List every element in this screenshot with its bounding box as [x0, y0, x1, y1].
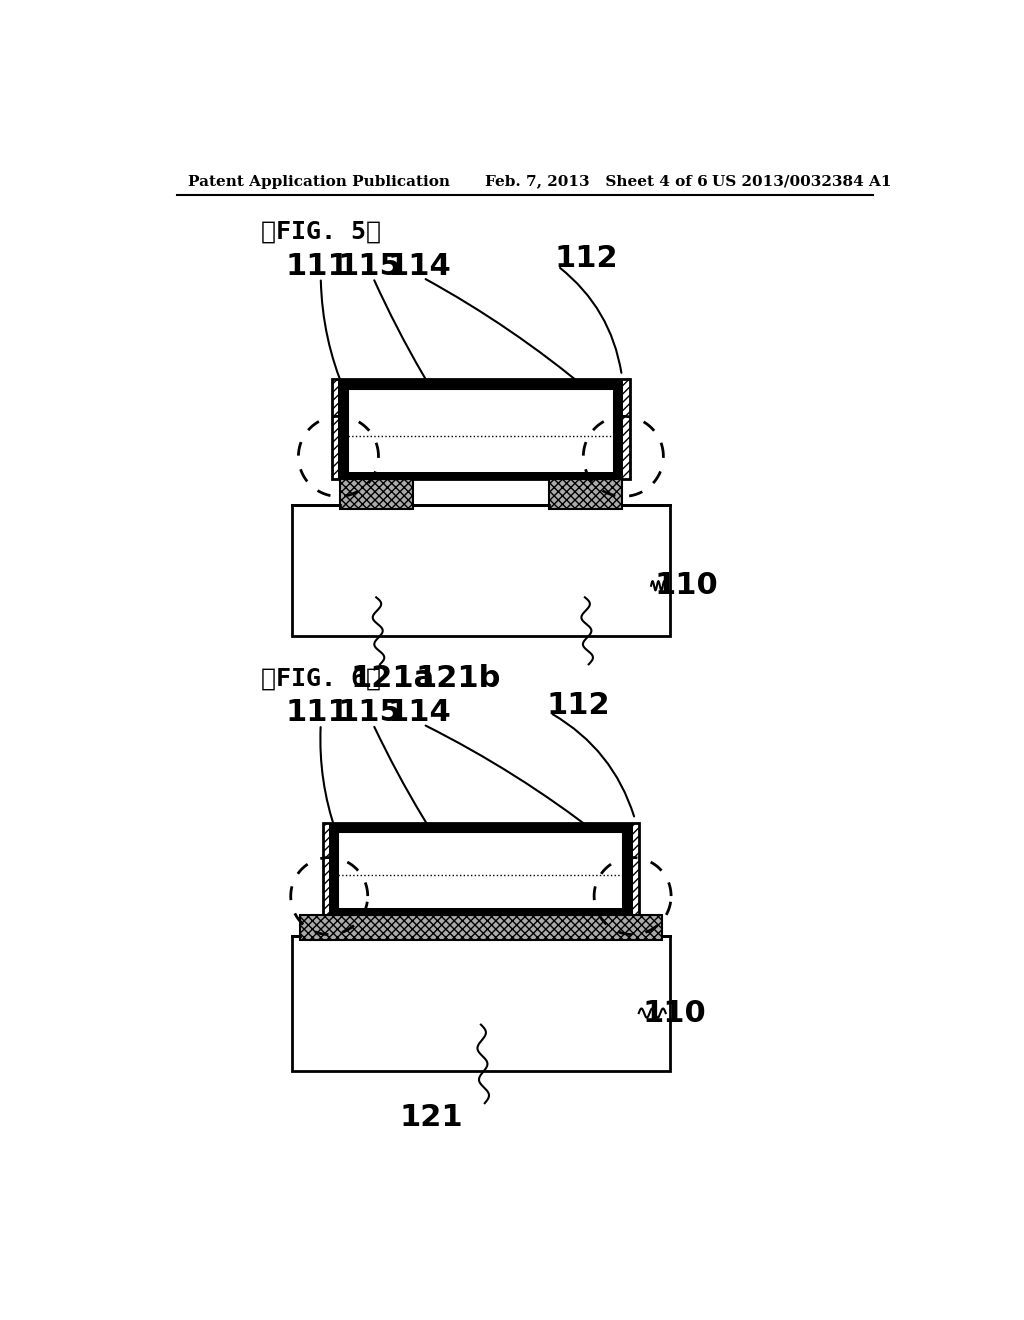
- Text: 112: 112: [554, 244, 617, 273]
- Text: 121b: 121b: [415, 664, 501, 693]
- Text: 110: 110: [643, 999, 707, 1027]
- Bar: [348, 436, 614, 479]
- Bar: [614, 379, 624, 479]
- Bar: [348, 388, 614, 436]
- Bar: [292, 506, 670, 636]
- Text: Feb. 7, 2013   Sheet 4 of 6: Feb. 7, 2013 Sheet 4 of 6: [484, 174, 708, 189]
- Bar: [300, 915, 662, 940]
- Bar: [339, 471, 624, 479]
- Bar: [330, 822, 633, 832]
- Bar: [348, 388, 614, 479]
- Text: 112: 112: [547, 690, 610, 719]
- Text: 121: 121: [399, 1102, 463, 1131]
- Text: Patent Application Publication: Patent Application Publication: [188, 174, 451, 189]
- Bar: [330, 908, 633, 915]
- Text: 【FIG. 6】: 【FIG. 6】: [261, 667, 382, 690]
- Bar: [339, 875, 624, 915]
- Text: 【FIG. 5】: 【FIG. 5】: [261, 220, 382, 244]
- Bar: [624, 822, 633, 915]
- Text: US 2013/0032384 A1: US 2013/0032384 A1: [712, 174, 892, 189]
- Bar: [340, 479, 413, 508]
- Bar: [339, 379, 348, 479]
- Bar: [330, 822, 339, 915]
- Text: 114: 114: [387, 698, 452, 727]
- Bar: [339, 379, 624, 388]
- Text: 114: 114: [387, 252, 452, 281]
- Bar: [292, 936, 670, 1071]
- Text: 121a: 121a: [350, 664, 434, 693]
- Bar: [549, 479, 622, 508]
- Bar: [323, 822, 639, 915]
- Text: 115: 115: [337, 698, 401, 727]
- Bar: [333, 379, 630, 479]
- Bar: [339, 832, 624, 875]
- Text: 110: 110: [654, 572, 718, 601]
- Text: 111: 111: [285, 698, 349, 727]
- Bar: [339, 832, 624, 915]
- Text: 115: 115: [337, 252, 401, 281]
- Text: 111: 111: [285, 252, 349, 281]
